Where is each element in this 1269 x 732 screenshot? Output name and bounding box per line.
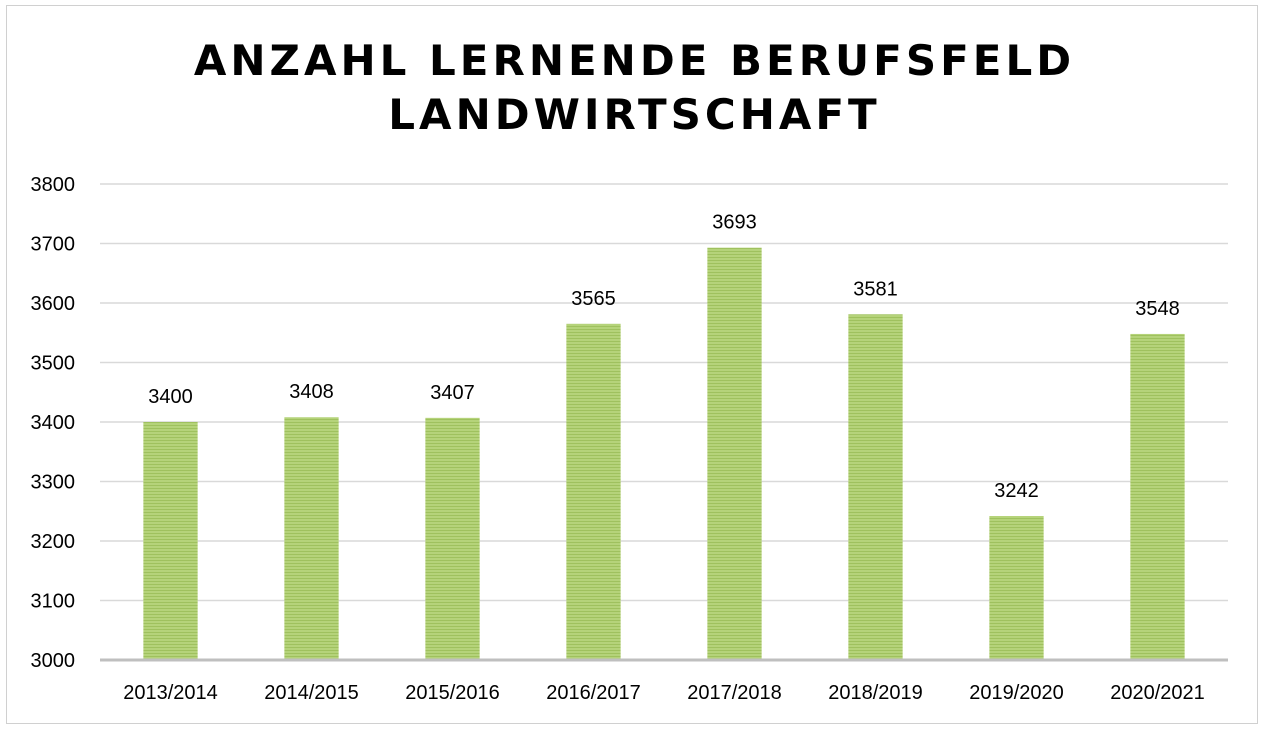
y-tick-label: 3200	[31, 531, 76, 553]
x-tick-label: 2016/2017	[546, 682, 641, 704]
bar-2014/2015	[284, 417, 339, 660]
y-tick-label: 3100	[31, 591, 76, 613]
data-label: 3400	[148, 386, 193, 408]
bar-2020/2021	[1130, 333, 1185, 660]
x-axis-ticks: 2013/2014 2014/2015 2015/2016 2016/2017 2017…	[123, 682, 1205, 704]
y-tick-label: 3400	[31, 412, 76, 434]
y-tick-label: 3600	[31, 293, 76, 315]
bar-2018/2019	[848, 314, 903, 660]
x-tick-label: 2015/2016	[405, 682, 500, 704]
data-label: 3581	[853, 278, 898, 300]
y-tick-label: 3700	[31, 234, 76, 256]
chart-frame	[6, 5, 1258, 724]
y-axis-ticks: 3000 3100 3200 3300 3400 3500 3600 3700 3800	[31, 174, 76, 672]
data-label: 3242	[994, 480, 1039, 502]
y-tick-label: 3300	[31, 472, 76, 494]
data-label: 3565	[571, 288, 616, 310]
x-tick-label: 2019/2020	[969, 682, 1064, 704]
data-labels: 3400 3408 3407 3565 3693 3581 3242 3548	[148, 212, 1180, 502]
bar-2019/2020	[989, 516, 1044, 660]
bar-2013/2014	[143, 422, 198, 660]
data-label: 3548	[1135, 298, 1180, 320]
bars	[143, 247, 1185, 661]
chart-title-line-1: ANZAHL LERNENDE BERUFSFELD	[193, 36, 1076, 85]
x-tick-label: 2017/2018	[687, 682, 782, 704]
y-tick-label: 3000	[31, 650, 76, 672]
data-label: 3407	[430, 382, 475, 404]
x-tick-label: 2014/2015	[264, 682, 359, 704]
bar-2015/2016	[425, 417, 480, 660]
data-label: 3693	[712, 212, 757, 234]
x-tick-label: 2020/2021	[1110, 682, 1205, 704]
bar-2016/2017	[566, 323, 621, 660]
gridlines	[100, 183, 1228, 602]
y-tick-label: 3500	[31, 353, 76, 375]
x-tick-label: 2018/2019	[828, 682, 923, 704]
y-tick-label: 3800	[31, 174, 76, 196]
data-label: 3408	[289, 381, 334, 403]
chart-title-line-2: LANDWIRTSCHAFT	[388, 90, 881, 139]
bar-2017/2018	[707, 247, 762, 661]
chart-title: ANZAHL LERNENDE BERUFSFELD LANDWIRTSCHAF…	[0, 34, 1269, 142]
x-tick-label: 2013/2014	[123, 682, 218, 704]
